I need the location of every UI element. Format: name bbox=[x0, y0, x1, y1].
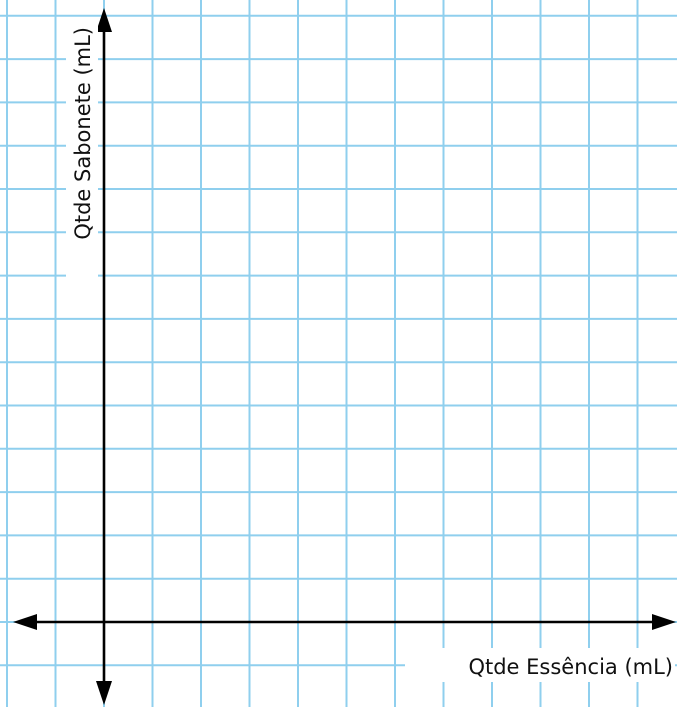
x-axis-label: Qtde Essência (mL) bbox=[468, 655, 673, 679]
x-axis-right-arrow bbox=[652, 614, 676, 630]
y-axis-label-backdrop bbox=[66, 25, 98, 301]
y-axis-label: Qtde Sabonete (mL) bbox=[71, 27, 95, 240]
y-axis-up-arrow bbox=[96, 8, 112, 32]
y-axis-down-arrow bbox=[96, 681, 112, 705]
axes bbox=[13, 8, 676, 705]
x-axis-label-backdrop bbox=[405, 648, 675, 682]
x-axis-left-arrow bbox=[13, 614, 37, 630]
